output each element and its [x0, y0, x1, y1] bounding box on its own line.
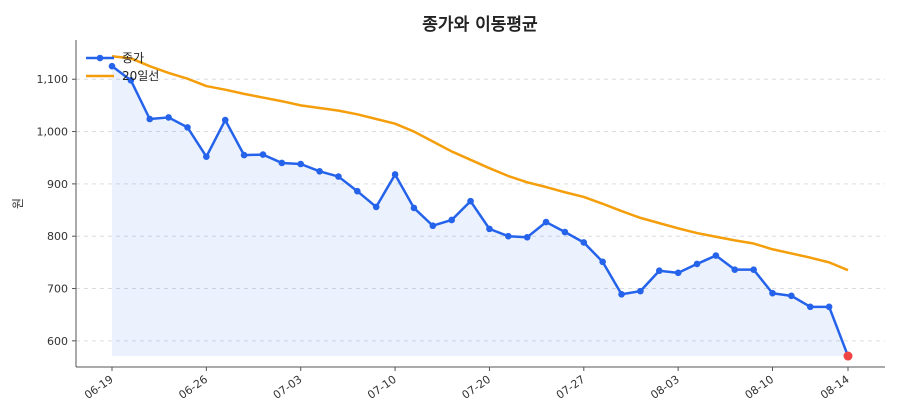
data-point: [674, 269, 682, 277]
series-layer: [108, 54, 853, 361]
data-point: [731, 266, 739, 273]
legend-label: 종가: [122, 51, 144, 65]
y-tick-label: 900: [47, 178, 68, 191]
data-point: [712, 252, 720, 259]
data-point: [523, 233, 531, 241]
data-point: [618, 290, 625, 298]
x-tick-label: 07-20: [460, 373, 494, 402]
x-tick-label: 07-27: [554, 373, 588, 402]
last-point-marker: [843, 351, 853, 361]
x-tick-label: 07-10: [365, 373, 399, 402]
data-point: [146, 115, 154, 123]
y-tick-label: 600: [47, 335, 68, 348]
y-axis-label: 원: [11, 198, 25, 209]
data-point: [580, 239, 588, 246]
data-point: [278, 159, 286, 167]
data-point: [203, 153, 210, 160]
data-point: [335, 173, 342, 180]
data-point: [240, 151, 248, 159]
x-tick-label: 08-10: [743, 373, 777, 402]
chart-title: 종가와 이동평균: [422, 15, 538, 35]
data-point: [316, 168, 323, 175]
data-point: [637, 287, 644, 295]
data-point: [788, 292, 795, 300]
x-tick-label: 08-03: [648, 373, 682, 402]
data-point: [769, 289, 776, 297]
data-point: [184, 124, 191, 131]
y-tick-label: 800: [47, 230, 68, 243]
data-point: [750, 266, 757, 273]
data-point: [372, 203, 380, 211]
data-point: [429, 222, 437, 230]
grid-lines: [76, 78, 885, 342]
series-line-close: [111, 65, 850, 357]
x-tick-label: 06-26: [176, 373, 210, 402]
y-tick-label: 1,000: [37, 126, 69, 139]
data-point: [297, 160, 305, 168]
series-line-ma20: [111, 54, 849, 272]
data-point: [599, 258, 606, 266]
y-tick-label: 1,100: [37, 73, 69, 86]
y-tick-label: 700: [47, 283, 68, 296]
series-area-fill: [112, 66, 848, 357]
data-point: [448, 216, 455, 224]
data-point: [165, 114, 172, 121]
data-point: [467, 197, 474, 205]
data-point: [108, 62, 116, 70]
data-point: [693, 260, 701, 268]
data-point: [542, 218, 550, 226]
x-tick-label: 06-19: [82, 373, 116, 402]
data-point: [127, 76, 135, 84]
data-point: [655, 267, 663, 275]
data-point: [221, 116, 229, 124]
data-point: [486, 225, 493, 233]
data-point: [825, 303, 833, 311]
data-point: [391, 171, 399, 178]
x-tick-label: 07-03: [271, 373, 305, 402]
legend-label: 20일선: [122, 69, 159, 83]
data-point: [561, 228, 569, 236]
data-point: [354, 187, 361, 195]
data-point: [806, 303, 814, 311]
legend: 종가 20일선: [86, 51, 159, 83]
legend-marker: [96, 54, 104, 62]
x-tick-label: 08-14: [818, 373, 852, 402]
data-point: [259, 151, 267, 158]
data-point: [410, 204, 418, 212]
data-point: [505, 232, 512, 240]
